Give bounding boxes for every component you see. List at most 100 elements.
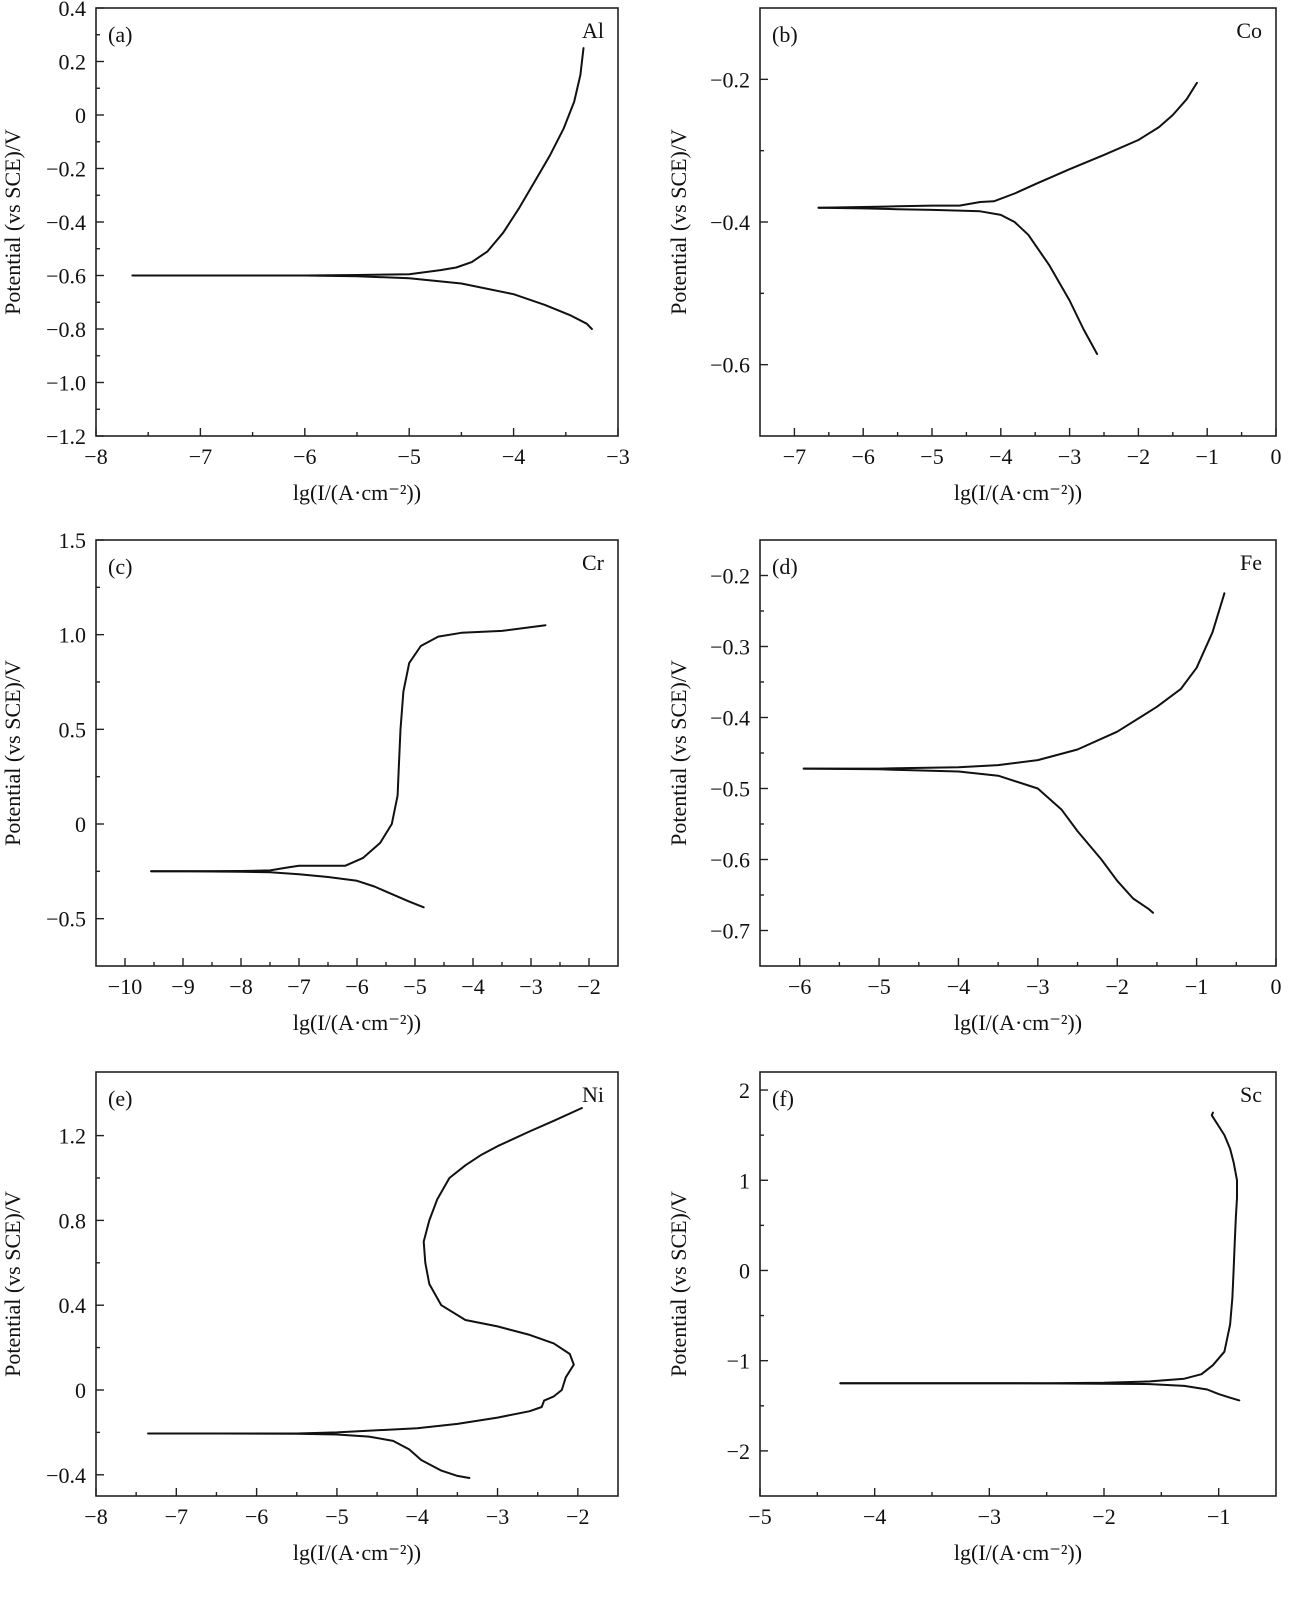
panel-fe: −6 −5 −4 −3 −2 −1 0 −0.7 −0.6 −0.5 −0.4 −0.3 −0.2 (d)… <box>666 539 1282 1035</box>
y-tick-label: −1.0 <box>46 371 86 396</box>
y-tick-label: 0.8 <box>59 1208 87 1233</box>
x-tick-label: −4 <box>947 974 970 999</box>
cathodic-branch <box>802 767 1154 914</box>
y-tick-label: 1 <box>739 1168 750 1193</box>
y-tick-label: 0.2 <box>59 50 87 75</box>
plot-frame <box>95 7 619 437</box>
element-label: Co <box>1236 18 1262 43</box>
x-tick-label: −2 <box>1106 974 1129 999</box>
x-tick-label: −8 <box>229 974 252 999</box>
x-tick-label: −3 <box>519 974 542 999</box>
anodic-branch <box>817 81 1198 209</box>
x-tick-label: −6 <box>245 1504 268 1529</box>
y-tick-label: 1.5 <box>59 528 87 553</box>
plot-frame <box>759 539 1277 967</box>
panel-al: −8 −7 −6 −5 −4 −3 −1.2 −1.0 −0.8 −0.6 −0.4 −0.2 0 0.2… <box>0 0 630 505</box>
y-tick-label: 1.0 <box>59 623 87 648</box>
x-axis-label: lg(I/(A·cm⁻²)) <box>954 480 1082 505</box>
panel-tag: (f) <box>772 1086 794 1111</box>
x-tick-label: −4 <box>989 444 1012 469</box>
panel-sc: −5 −4 −3 −2 −1 −2 −1 0 1 2 (f) Sc lg(I/(A·cm⁻²)) Pote… <box>666 1071 1277 1565</box>
y-tick-label: −0.4 <box>710 210 750 235</box>
element-label: Sc <box>1240 1082 1262 1107</box>
y-tick-label: −0.6 <box>710 848 750 873</box>
anodic-branch <box>802 592 1226 770</box>
x-tick-label: −7 <box>783 444 806 469</box>
x-tick-label: −3 <box>1058 444 1081 469</box>
y-tick-label: −0.2 <box>46 157 86 182</box>
x-tick-label: −10 <box>108 974 142 999</box>
y-tick-label: −0.8 <box>46 317 86 342</box>
anodic-branch <box>150 624 547 873</box>
anodic-branch <box>839 1111 1238 1385</box>
panel-co: −7 −6 −5 −4 −3 −2 −1 0 −0.6 −0.4 −0.2 (b) Co lg(I/(A·… <box>666 7 1282 505</box>
y-tick-label: 0 <box>75 103 86 128</box>
x-tick-label: −6 <box>851 444 874 469</box>
y-tick-label: 0.5 <box>59 717 87 742</box>
plot-frame <box>95 539 619 967</box>
x-tick-label: −8 <box>84 1504 107 1529</box>
panel-tag: (c) <box>108 554 132 579</box>
y-axis-label: Potential (vs SCE)/V <box>666 1191 691 1377</box>
x-tick-label: −9 <box>171 974 194 999</box>
x-tick-label: −7 <box>287 974 310 999</box>
x-tick-label: −6 <box>788 974 811 999</box>
y-tick-label: −0.4 <box>710 706 750 731</box>
y-tick-label: −0.6 <box>710 353 750 378</box>
cathodic-branch <box>147 1432 471 1479</box>
x-tick-label: −4 <box>406 1504 429 1529</box>
x-tick-label: −3 <box>486 1504 509 1529</box>
x-tick-label: −6 <box>293 444 316 469</box>
x-axis-label: lg(I/(A·cm⁻²)) <box>293 1010 421 1035</box>
x-axis-label: lg(I/(A·cm⁻²)) <box>954 1540 1082 1565</box>
plot-frame <box>759 7 1277 437</box>
cathodic-branch <box>150 870 425 909</box>
x-tick-label: −5 <box>867 974 890 999</box>
x-tick-label: −4 <box>502 444 525 469</box>
y-axis-label: Potential (vs SCE)/V <box>666 129 691 315</box>
x-axis-label: lg(I/(A·cm⁻²)) <box>293 480 421 505</box>
x-tick-label: −4 <box>863 1504 886 1529</box>
x-tick-label: −1 <box>1195 444 1218 469</box>
cathodic-branch <box>839 1382 1241 1402</box>
y-tick-label: −0.4 <box>46 1463 86 1488</box>
x-axis-label: lg(I/(A·cm⁻²)) <box>293 1540 421 1565</box>
x-tick-label: −2 <box>577 974 600 999</box>
y-tick-label: −0.5 <box>46 907 86 932</box>
y-tick-label: 1.2 <box>59 1124 87 1149</box>
x-tick-label: −6 <box>345 974 368 999</box>
plot-frame <box>759 1071 1277 1497</box>
y-tick-label: 0 <box>739 1258 750 1283</box>
y-tick-label: 0.4 <box>59 0 87 21</box>
y-tick-label: −0.4 <box>46 210 86 235</box>
y-axis-label: Potential (vs SCE)/V <box>0 660 25 846</box>
anodic-branch <box>147 1107 583 1435</box>
y-axis-label: Potential (vs SCE)/V <box>0 1191 25 1377</box>
x-tick-label: −7 <box>189 444 212 469</box>
y-tick-label: 0 <box>75 812 86 837</box>
x-tick-label: −3 <box>978 1504 1001 1529</box>
x-tick-label: −4 <box>461 974 484 999</box>
y-tick-label: −2 <box>727 1439 750 1464</box>
x-tick-label: −8 <box>84 444 107 469</box>
y-tick-label: −1 <box>727 1349 750 1374</box>
x-tick-label: −5 <box>397 444 420 469</box>
y-tick-label: 2 <box>739 1078 750 1103</box>
x-tick-label: −1 <box>1185 974 1208 999</box>
x-tick-label: −5 <box>403 974 426 999</box>
x-axis-label: lg(I/(A·cm⁻²)) <box>954 1010 1082 1035</box>
panel-cr: −10 −9 −8 −7 −6 −5 −4 −3 −2 −0.5 0 0.5 1.0 1.5 (c) Cr lg… <box>0 528 619 1035</box>
x-tick-label: −1 <box>1207 1504 1230 1529</box>
y-axis-label: Potential (vs SCE)/V <box>0 129 25 315</box>
cathodic-branch <box>817 206 1099 355</box>
panel-tag: (d) <box>772 554 798 579</box>
x-tick-label: −3 <box>1026 974 1049 999</box>
element-label: Al <box>582 18 604 43</box>
x-tick-label: −5 <box>325 1504 348 1529</box>
x-tick-label: −2 <box>1092 1504 1115 1529</box>
y-tick-label: 0.4 <box>59 1293 87 1318</box>
y-axis-label: Potential (vs SCE)/V <box>666 660 691 846</box>
anodic-branch <box>131 47 585 277</box>
x-tick-label: −2 <box>566 1504 589 1529</box>
